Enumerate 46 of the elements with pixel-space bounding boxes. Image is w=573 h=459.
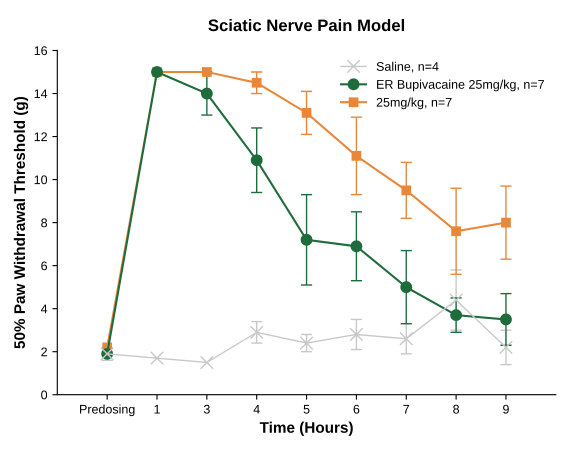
- x-tick-label: 8: [453, 404, 460, 414]
- point: [501, 218, 511, 228]
- chart-title: Sciatic Nerve Pain Model: [208, 18, 404, 32]
- point: [150, 351, 164, 366]
- point: [401, 185, 412, 196]
- y-tick-label: 0: [41, 390, 48, 400]
- x-tick-label: 1: [154, 404, 160, 414]
- point: [200, 356, 214, 370]
- point: [300, 336, 314, 350]
- point: [250, 154, 263, 166]
- point: [399, 332, 414, 346]
- x-tick-label: 9: [503, 404, 509, 414]
- y-tick-label: 16: [34, 46, 48, 56]
- point: [252, 78, 262, 88]
- y-tick-label: 4: [40, 304, 48, 314]
- y-tick-label: 2: [41, 348, 47, 356]
- point: [200, 88, 213, 100]
- point: [450, 309, 462, 322]
- point: [400, 281, 412, 294]
- x-tick-label: 4: [254, 404, 260, 414]
- x-tick-label: 6: [354, 404, 360, 414]
- y-tick-label: 14: [34, 89, 48, 98]
- x-tick-label: Predosing: [80, 404, 134, 416]
- legend-label: Saline, n=4: [376, 62, 439, 72]
- legend-label: 25mg/kg, n=7: [376, 98, 452, 110]
- point: [451, 226, 461, 236]
- point: [300, 234, 312, 246]
- point: [202, 67, 212, 77]
- x-axis-title: Time (Hours): [260, 422, 353, 436]
- point: [449, 293, 464, 308]
- point: [250, 325, 264, 340]
- x-tick-label: 5: [304, 404, 310, 414]
- legend-label: ER Bupivacaine 25mg/kg, n=7: [377, 80, 544, 92]
- point: [350, 240, 362, 252]
- point: [352, 151, 362, 161]
- y-tick-label: 8: [41, 218, 48, 228]
- y-tick-label: 6: [41, 261, 48, 270]
- point: [499, 340, 513, 354]
- y-tick-label: 10: [34, 175, 48, 184]
- point: [500, 314, 512, 326]
- x-tick-label: 7: [403, 404, 410, 414]
- point: [349, 328, 364, 342]
- point: [302, 108, 312, 118]
- x-tick-label: 3: [204, 404, 210, 414]
- y-axis-title: 50% Paw Withdrawal Threshold (g): [14, 96, 28, 349]
- y-tick-label: 12: [34, 132, 47, 142]
